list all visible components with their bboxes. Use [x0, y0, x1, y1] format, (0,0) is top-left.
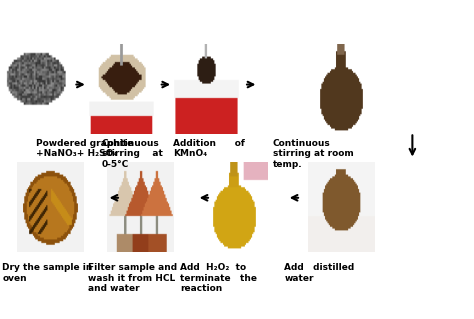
Text: Filter sample and
wash it from HCL
and water: Filter sample and wash it from HCL and w… [88, 263, 177, 293]
Text: Powdered graphite
+NaNO₃+ H₂SO₄: Powdered graphite +NaNO₃+ H₂SO₄ [36, 139, 133, 158]
Text: Continuous
stirring    at
0-5°C: Continuous stirring at 0-5°C [102, 139, 163, 168]
Text: Add   distilled
water: Add distilled water [284, 263, 355, 283]
Text: Add  H₂O₂  to
terminate   the
reaction: Add H₂O₂ to terminate the reaction [180, 263, 257, 293]
Text: Continuous
stirring at room
temp.: Continuous stirring at room temp. [273, 139, 353, 168]
Text: Dry the sample in
oven: Dry the sample in oven [2, 263, 93, 283]
Text: Addition      of
KMnO₄: Addition of KMnO₄ [173, 139, 245, 158]
